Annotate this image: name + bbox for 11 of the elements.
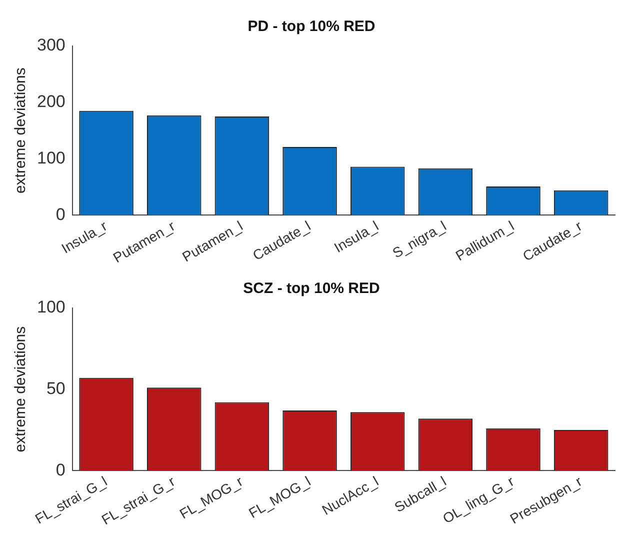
chart-title: PD - top 10% RED — [248, 18, 376, 36]
y-axis-title: extreme deviations — [12, 326, 30, 452]
y-axis-title: extreme deviations — [12, 68, 30, 194]
y-tick-label: 300 — [36, 36, 66, 55]
y-tick-label: 100 — [36, 298, 66, 317]
chart-title: SCZ - top 10% RED — [243, 280, 380, 298]
y-tick-label: 0 — [56, 460, 66, 480]
y-tick-label: 0 — [56, 204, 66, 224]
y-tick-label: 100 — [36, 148, 66, 168]
y-tick-label: 50 — [46, 378, 66, 398]
y-tick-label: 200 — [36, 92, 66, 112]
